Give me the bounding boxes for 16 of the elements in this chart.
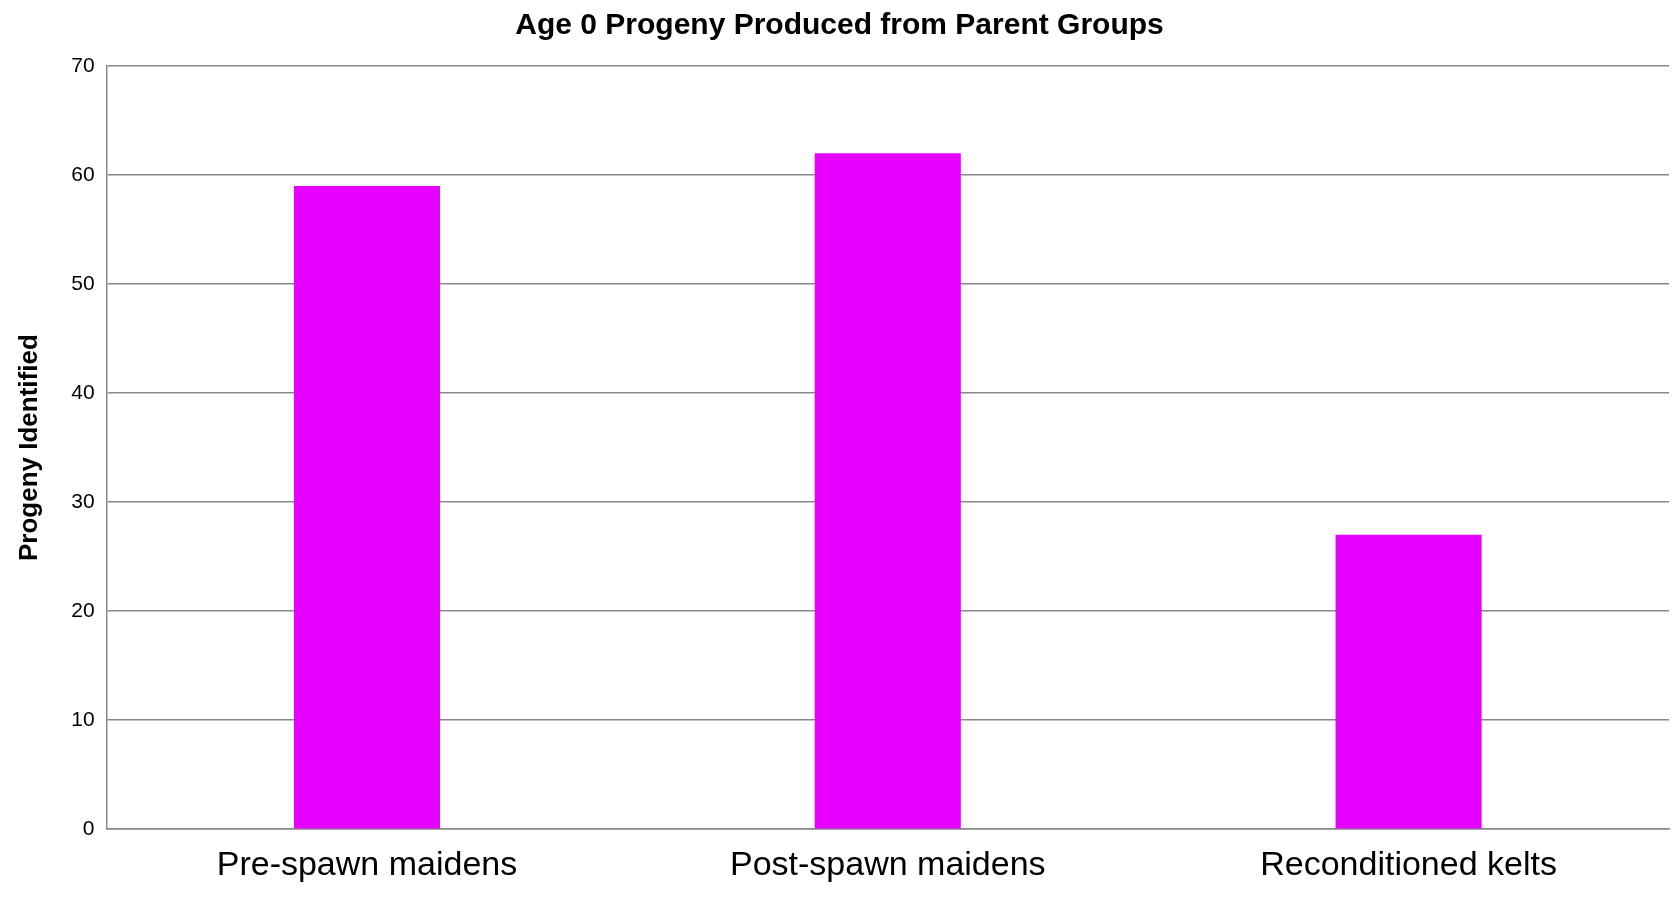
y-tick-label: 30 (71, 488, 95, 512)
y-tick-label: 10 (71, 706, 95, 730)
x-tick-label: Pre-spawn maidens (216, 843, 518, 882)
x-tick-label: Post-spawn maidens (729, 843, 1046, 882)
y-tick-label: 40 (71, 379, 95, 403)
y-tick-label: 20 (71, 597, 95, 621)
y-tick-label: 0 (82, 816, 95, 839)
y-tick-label: 60 (71, 161, 95, 185)
chart-title: Age 0 Progeny Produced from Parent Groups (515, 7, 1164, 41)
bar (293, 185, 441, 829)
y-axis-title: Progeny Identified (12, 334, 43, 562)
bar (1335, 534, 1482, 829)
bar (814, 153, 961, 829)
y-tick-label: 50 (71, 270, 95, 294)
x-tick-label: Reconditioned kelts (1260, 843, 1557, 882)
y-tick-label: 70 (71, 52, 95, 76)
